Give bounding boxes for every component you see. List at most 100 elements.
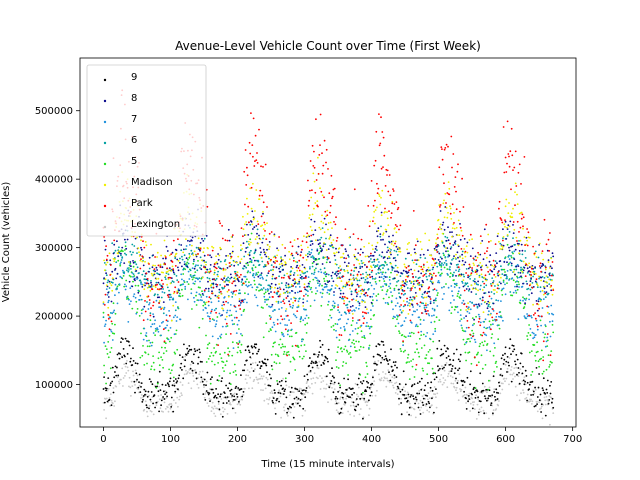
data-point bbox=[473, 386, 475, 389]
data-point bbox=[374, 362, 377, 365]
data-point bbox=[285, 282, 288, 284]
data-point bbox=[522, 365, 524, 368]
data-point bbox=[485, 264, 488, 267]
data-point bbox=[469, 255, 472, 257]
data-point bbox=[306, 270, 309, 273]
data-point bbox=[111, 339, 114, 341]
data-point bbox=[221, 307, 224, 310]
data-point bbox=[300, 344, 303, 347]
data-point bbox=[291, 254, 294, 257]
data-point bbox=[440, 374, 443, 376]
data-point bbox=[210, 351, 213, 354]
data-point bbox=[344, 345, 347, 348]
data-point bbox=[265, 322, 268, 325]
data-point bbox=[544, 281, 547, 283]
data-point bbox=[109, 316, 112, 319]
data-point bbox=[262, 375, 265, 378]
data-point bbox=[372, 216, 375, 219]
data-point bbox=[274, 277, 276, 280]
data-point bbox=[508, 364, 510, 367]
data-point bbox=[355, 350, 358, 352]
data-point bbox=[303, 308, 306, 311]
data-point bbox=[476, 390, 479, 393]
data-point bbox=[164, 393, 167, 395]
data-point bbox=[280, 282, 283, 284]
data-point bbox=[162, 283, 165, 285]
data-point bbox=[215, 320, 218, 322]
data-point bbox=[329, 372, 331, 374]
data-point bbox=[544, 345, 547, 348]
data-point bbox=[270, 365, 273, 367]
data-point bbox=[542, 264, 545, 266]
data-point bbox=[316, 364, 319, 367]
data-point bbox=[205, 295, 208, 298]
data-point bbox=[459, 256, 461, 259]
data-point bbox=[351, 387, 354, 390]
data-point bbox=[254, 134, 257, 137]
data-point bbox=[256, 352, 258, 355]
data-point bbox=[329, 382, 332, 385]
data-point bbox=[481, 240, 484, 242]
data-point bbox=[147, 295, 150, 298]
data-point bbox=[246, 213, 249, 215]
data-point bbox=[321, 296, 323, 298]
data-point bbox=[510, 262, 513, 265]
data-point bbox=[388, 285, 390, 288]
data-point bbox=[209, 398, 212, 401]
data-point bbox=[155, 299, 158, 302]
data-point bbox=[124, 355, 126, 358]
data-point bbox=[405, 283, 408, 286]
data-point bbox=[177, 259, 180, 262]
data-point bbox=[168, 314, 171, 317]
data-point bbox=[368, 327, 371, 330]
data-point bbox=[529, 334, 532, 337]
data-point bbox=[327, 289, 329, 291]
data-point bbox=[427, 400, 430, 403]
data-point bbox=[227, 301, 230, 304]
data-point bbox=[520, 275, 522, 278]
data-point bbox=[158, 306, 161, 308]
data-point bbox=[342, 252, 345, 255]
data-point bbox=[288, 258, 291, 261]
data-point bbox=[341, 396, 344, 399]
data-point bbox=[545, 395, 548, 398]
data-point bbox=[342, 292, 345, 295]
data-point bbox=[105, 389, 107, 392]
data-point bbox=[476, 353, 479, 355]
data-point bbox=[453, 308, 456, 311]
data-point bbox=[166, 406, 169, 409]
data-point bbox=[187, 298, 189, 301]
data-point bbox=[355, 266, 358, 269]
data-point bbox=[429, 337, 431, 340]
data-point bbox=[474, 397, 477, 399]
data-point bbox=[381, 273, 384, 275]
data-point bbox=[321, 353, 323, 356]
data-point bbox=[276, 254, 278, 257]
data-point bbox=[118, 357, 121, 360]
data-point bbox=[144, 310, 147, 313]
data-point bbox=[407, 313, 410, 315]
data-point bbox=[368, 399, 370, 402]
data-point bbox=[398, 332, 401, 334]
data-point bbox=[185, 257, 188, 260]
data-point bbox=[183, 279, 185, 282]
data-point bbox=[265, 238, 268, 241]
data-point bbox=[296, 261, 299, 264]
data-point bbox=[519, 362, 522, 365]
data-point bbox=[275, 399, 278, 402]
data-point bbox=[235, 398, 238, 401]
data-point bbox=[388, 247, 391, 250]
data-point bbox=[188, 369, 191, 371]
data-point bbox=[247, 270, 250, 272]
data-point bbox=[477, 361, 480, 364]
data-point bbox=[150, 400, 152, 403]
data-point bbox=[497, 274, 500, 277]
data-point bbox=[348, 278, 351, 281]
data-point bbox=[267, 256, 270, 258]
data-point bbox=[295, 331, 298, 334]
data-point bbox=[396, 266, 399, 269]
data-point bbox=[227, 353, 230, 356]
data-point bbox=[330, 241, 333, 244]
data-point bbox=[229, 393, 232, 395]
data-point bbox=[250, 112, 252, 114]
